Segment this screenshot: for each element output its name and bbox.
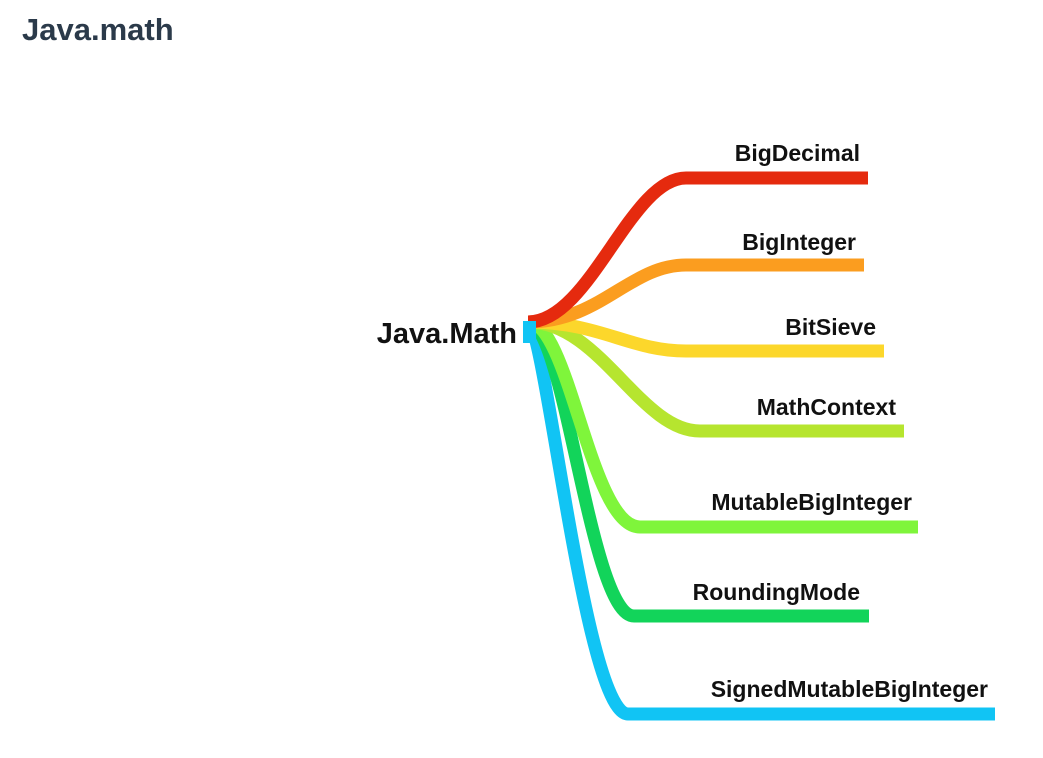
page-title: Java.math xyxy=(22,12,174,47)
branch-label-bitsieve: BitSieve xyxy=(785,314,876,340)
root-node-marker xyxy=(523,321,536,343)
branch-label-bigdecimal: BigDecimal xyxy=(735,140,860,166)
branch-labels: BigDecimal BigInteger BitSieve MathContext M… xyxy=(693,140,988,702)
branch-label-mathcontext: MathContext xyxy=(757,394,897,420)
branch-line-signedmutablebiginteger xyxy=(521,315,995,721)
branch-lines xyxy=(521,171,995,721)
branch-label-signedmutablebiginteger: SignedMutableBigInteger xyxy=(711,676,988,702)
root-node-label: Java.Math xyxy=(377,318,517,350)
branch-line-bigdecimal xyxy=(527,171,868,329)
branch-label-roundingmode: RoundingMode xyxy=(693,579,860,605)
branch-line-mutablebiginteger xyxy=(526,315,918,534)
branch-label-mutablebiginteger: MutableBigInteger xyxy=(711,489,912,515)
branch-label-biginteger: BigInteger xyxy=(742,229,856,255)
